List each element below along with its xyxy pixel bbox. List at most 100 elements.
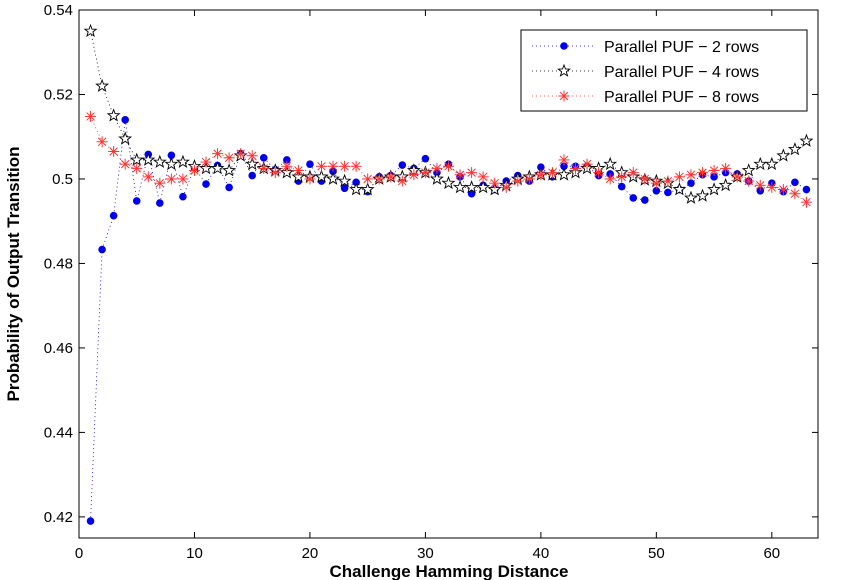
data-point [281, 160, 293, 172]
data-point [121, 116, 129, 124]
asterisk-stroke [236, 149, 245, 158]
asterisk-stroke [548, 168, 557, 177]
data-point [662, 175, 674, 187]
data-point [453, 180, 467, 194]
data-point [106, 108, 121, 122]
data-point [349, 182, 364, 196]
data-point [617, 182, 626, 191]
asterisk-stroke [709, 166, 719, 175]
asterisk-stroke [478, 172, 488, 182]
data-point [546, 167, 558, 179]
data-point [718, 178, 733, 192]
asterisk-stroke [605, 174, 615, 184]
data-point [86, 517, 95, 525]
legend-marker [557, 63, 571, 77]
asterisk-stroke [698, 168, 707, 177]
data-point [337, 173, 352, 187]
asterisk-stroke [629, 168, 638, 177]
data-point [315, 160, 327, 172]
asterisk-stroke [363, 174, 372, 184]
asterisk-stroke [559, 91, 569, 101]
data-point [164, 156, 179, 171]
x-tick-label: 60 [763, 545, 780, 562]
data-point [672, 182, 687, 196]
data-point [225, 183, 233, 192]
data-point [477, 171, 489, 183]
data-point [707, 182, 722, 196]
data-point [791, 178, 799, 187]
series-layer [83, 23, 814, 525]
data-point [269, 167, 281, 179]
data-point [664, 188, 672, 197]
data-point [419, 167, 431, 179]
data-point [83, 23, 98, 38]
data-point [430, 171, 444, 185]
data-point [199, 161, 213, 175]
data-point [603, 156, 618, 171]
data-point [753, 156, 768, 171]
asterisk-stroke [501, 183, 511, 192]
asterisk-stroke [421, 168, 430, 177]
data-point [741, 163, 756, 177]
asterisk-stroke [247, 151, 257, 160]
data-point [202, 180, 210, 188]
asterisk-stroke [86, 112, 95, 121]
data-point [95, 78, 110, 92]
x-tick-label: 50 [648, 545, 665, 562]
data-point [466, 167, 478, 179]
data-point [248, 171, 257, 180]
data-point [685, 169, 697, 181]
series-3 [85, 110, 812, 208]
asterisk-stroke [132, 164, 141, 173]
data-point [141, 152, 156, 166]
data-point [629, 194, 638, 202]
data-point [802, 185, 811, 194]
y-tick-label: 0.44 [44, 424, 73, 441]
data-point [640, 196, 649, 204]
data-point [292, 165, 304, 177]
asterisk-stroke [317, 162, 326, 171]
data-point [695, 188, 710, 202]
data-point [210, 161, 225, 175]
data-point [200, 156, 212, 168]
asterisk-stroke [259, 164, 268, 173]
data-point [766, 181, 778, 193]
asterisk-stroke [721, 164, 730, 173]
data-point [212, 148, 224, 160]
data-point [85, 110, 97, 122]
data-point [441, 175, 456, 190]
data-point [697, 167, 709, 179]
legend-entry-2: Parallel PUF − 4 rows [532, 63, 759, 81]
asterisk-stroke [432, 164, 442, 173]
data-point [119, 158, 131, 170]
data-point [408, 169, 420, 181]
y-tick-label: 0.46 [44, 340, 73, 357]
y-tick-label: 0.48 [44, 255, 73, 272]
data-point [360, 182, 375, 196]
data-point [118, 131, 133, 145]
data-point [776, 148, 791, 162]
data-point [593, 167, 605, 179]
data-point [398, 161, 407, 169]
data-point [581, 158, 593, 170]
data-point [720, 162, 732, 174]
asterisk-stroke [571, 164, 580, 173]
asterisk-stroke [213, 149, 222, 158]
data-point [340, 184, 349, 193]
asterisk-stroke [756, 181, 765, 190]
asterisk-stroke [513, 176, 523, 186]
asterisk-stroke [155, 178, 165, 188]
data-point [604, 173, 616, 185]
data-point [129, 152, 144, 166]
data-point [464, 180, 479, 194]
data-point [557, 167, 571, 181]
data-point [291, 169, 306, 183]
data-point [476, 180, 491, 194]
data-point [789, 188, 801, 200]
data-point [175, 154, 190, 168]
data-point [454, 169, 466, 181]
series-line [90, 119, 807, 522]
data-point [558, 154, 570, 166]
axis-ticks: 0 10 20 30 40 50 60 0.42 0.44 0.46 0.48 0.5 0.52 0.54 [44, 2, 818, 562]
asterisk-stroke [455, 170, 465, 179]
